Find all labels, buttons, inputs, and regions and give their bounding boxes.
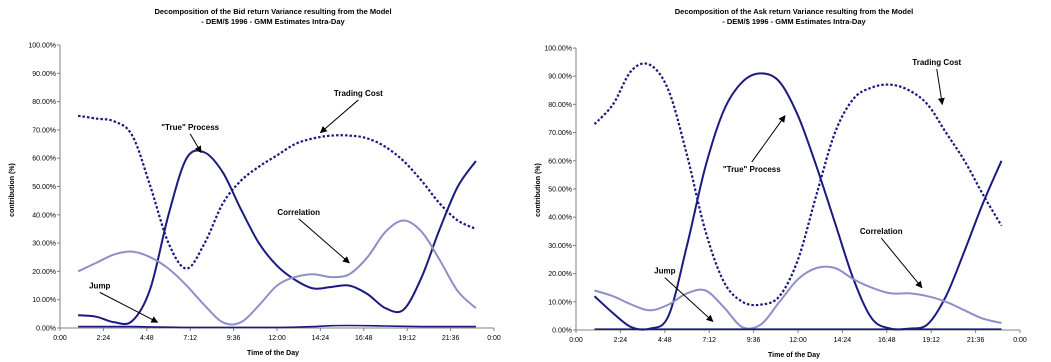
y-tick-label: 50.00% [32,184,56,191]
y-tick-label: 40.00% [548,215,572,222]
x-tick-label: 0:00 [569,337,583,344]
bid-chart-panel: Decomposition of the Bid return Variance… [0,0,525,362]
annotation-arrow [751,115,786,163]
annotation-arrow [99,291,159,323]
y-tick-label: 60.00% [32,156,56,163]
y-tick-label: 100.00% [28,43,56,50]
annotation-arrow [880,237,923,289]
x-tick-label: 12:00 [268,335,286,342]
x-tick-label: 0:00 [487,335,501,342]
y-axis-title: contribution (%) [9,163,16,217]
x-axis-title: Time of the Day [247,350,299,357]
annotation-label: Jump [654,267,675,276]
x-axis-title: Time of the Day [768,352,820,359]
y-tick-label: 80.00% [32,99,56,106]
series-line [78,149,477,326]
annotation-label: Jump [89,281,110,290]
x-tick-label: 4:48 [658,337,672,344]
y-tick-label: 20.00% [32,269,56,276]
x-tick-label: 12:00 [789,337,807,344]
y-tick-label: 80.00% [548,102,572,109]
x-tick-label: 9:36 [227,335,241,342]
x-tick-label: 0:00 [1013,337,1027,344]
annotation-label: Trading Cost [912,58,961,67]
annotation-label: Trading Cost [334,89,383,98]
x-tick-label: 7:12 [183,335,197,342]
y-tick-label: 90.00% [32,71,56,78]
x-tick-label: 19:12 [398,335,416,342]
y-tick-label: 10.00% [32,297,56,304]
x-tick-label: 14:24 [834,337,852,344]
y-tick-label: 0.00% [552,328,572,335]
x-tick-label: 21:36 [442,335,460,342]
bid-variance-chart: Decomposition of the Bid return Variance… [9,7,501,357]
ask-chart-panel: Decomposition of the Ask return Variance… [526,0,1051,362]
x-tick-label: 7:12 [702,337,716,344]
x-tick-label: 2:24 [97,335,111,342]
annotation-label: "True" Process [723,165,781,174]
annotation-arrow [298,218,350,264]
y-tick-label: 60.00% [548,158,572,165]
annotation-label: Correlation [860,227,903,236]
annotation-arrow [189,133,202,154]
y-tick-label: 30.00% [32,241,56,248]
series-line [77,114,477,270]
x-tick-label: 4:48 [140,335,154,342]
x-tick-label: 21:36 [967,337,985,344]
y-axis-title: contribution (%) [535,163,542,217]
y-tick-label: 10.00% [548,299,572,306]
y-tick-label: 50.00% [548,187,572,194]
series-line [593,72,1003,331]
y-tick-label: 30.00% [548,243,572,250]
y-tick-label: 40.00% [32,212,56,219]
x-tick-label: 19:12 [922,337,940,344]
y-tick-label: 90.00% [548,74,572,81]
annotation-arrow [664,277,714,323]
y-tick-label: 20.00% [548,271,572,278]
x-tick-label: 2:24 [614,337,628,344]
y-tick-label: 70.00% [548,130,572,137]
ask-variance-chart: Decomposition of the Ask return Variance… [535,7,1027,359]
series-line [594,265,1002,330]
chart-subtitle: - DEM/$ 1996 - GMM Estimates Intra-Day [201,17,345,26]
series-line [78,324,476,329]
x-tick-label: 0:00 [53,335,67,342]
series-line [77,219,477,326]
chart-title: Decomposition of the Bid return Variance… [154,7,391,16]
chart-subtitle: - DEM/$ 1996 - GMM Estimates Intra-Day [722,17,866,26]
annotation-arrow [319,99,359,134]
y-tick-label: 70.00% [32,127,56,134]
y-tick-label: 100.00% [544,46,572,53]
x-tick-label: 16:48 [878,337,896,344]
chart-title: Decomposition of the Ask return Variance… [675,7,914,16]
x-tick-label: 14:24 [312,335,330,342]
annotation-label: "True" Process [161,123,219,132]
y-tick-label: 0.00% [36,326,56,333]
x-tick-label: 16:48 [355,335,373,342]
series-line [593,62,1003,307]
annotation-arrow [936,68,945,106]
annotation-label: Correlation [277,208,320,217]
x-tick-label: 9:36 [747,337,761,344]
